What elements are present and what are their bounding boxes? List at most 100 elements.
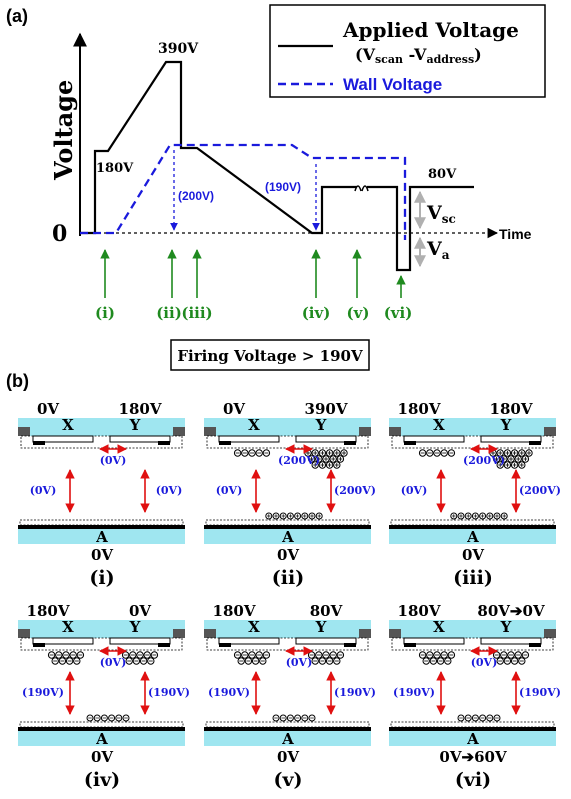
electrode-y (295, 637, 357, 645)
electrode-a-label: A (95, 730, 108, 748)
electrode-y-label: Y (129, 618, 141, 636)
left-voltage-label: (190V) (393, 686, 435, 699)
zero-label: 0 (52, 221, 67, 247)
barrier-rib (173, 427, 185, 436)
bus-electrode-x (219, 643, 231, 647)
address-electrode (389, 525, 556, 529)
annot-200v: (200V) (178, 189, 214, 203)
rear-glass (389, 731, 556, 746)
electrode-x-label: X (62, 618, 74, 636)
electrode-y-label: Y (500, 618, 512, 636)
address-dielectric (205, 721, 370, 728)
right-voltage-label: (200V) (519, 484, 561, 497)
phase-label: (iv) (302, 304, 331, 322)
y-voltage: 0V (129, 602, 151, 620)
x-voltage: 180V (27, 602, 70, 620)
electrode-y-label: Y (500, 416, 512, 434)
address-voltage: 0V (91, 748, 113, 766)
electrode-y (480, 435, 542, 443)
cell-panel: 180V 80V X Y (0V) (190V) (190V) A0V (v) (204, 602, 376, 791)
left-voltage-label: (190V) (22, 686, 64, 699)
wall-voltage-trace (80, 143, 407, 240)
electrode-x-label: X (433, 618, 445, 636)
time-break-icon (354, 185, 369, 192)
front-glass (18, 620, 185, 638)
right-voltage-label: (190V) (148, 686, 190, 699)
applied-voltage-trace-1 (80, 60, 357, 235)
x-voltage: 180V (398, 400, 441, 418)
firing-voltage-box (170, 339, 370, 371)
x-voltage: 180V (213, 602, 256, 620)
rear-glass (18, 731, 185, 746)
annot-190v: (190V) (265, 180, 301, 194)
address-voltage: 0V (462, 546, 484, 564)
phase-markers: (i) (ii) (iii) (iv) (v) (vi) (95, 249, 412, 322)
panel-step-label: (v) (273, 769, 302, 791)
panel-label-a: (a) (6, 6, 28, 26)
legend-applied-label: Applied Voltage (342, 18, 519, 42)
panel-step-label: (i) (89, 567, 114, 589)
electrode-a-label: A (466, 730, 479, 748)
legend-wall-label: Wall Voltage (343, 75, 442, 94)
front-glass (389, 620, 556, 638)
x-voltage: 0V (223, 400, 245, 418)
firing-voltage-label: Firing Voltage > 190V (177, 347, 363, 365)
electrode-x (32, 637, 94, 645)
annot-390v: 390V (158, 41, 199, 57)
electrode-y-label: Y (129, 416, 141, 434)
left-voltage-label: (190V) (208, 686, 250, 699)
bus-electrode-y (158, 643, 170, 647)
y-voltage: 80V➔0V (477, 602, 545, 620)
rear-glass (389, 529, 556, 544)
front-glass (204, 418, 371, 436)
electrode-y-label: Y (315, 618, 327, 636)
barrier-rib (173, 629, 185, 638)
electrode-x (218, 637, 280, 645)
address-dielectric (205, 519, 370, 526)
electrode-a-label: A (95, 528, 108, 546)
bus-electrode-y (158, 441, 170, 445)
electrode-x (218, 435, 280, 443)
panel-step-label: (ii) (272, 567, 304, 589)
annot-80v: 80V (428, 167, 457, 182)
x-voltage: 0V (37, 400, 59, 418)
left-voltage-label: (0V) (216, 484, 243, 497)
gap-voltage-label: (0V) (471, 656, 498, 669)
panel-label-b: (b) (6, 371, 29, 391)
electrode-y (480, 637, 542, 645)
va-label: Va (426, 238, 450, 262)
bus-electrode-y (529, 441, 541, 445)
y-voltage: 180V (490, 400, 533, 418)
barrier-rib (544, 629, 556, 638)
gap-voltage-label: (0V) (100, 656, 127, 669)
gap-voltage-label: (200V) (278, 454, 320, 467)
annot-180v: 180V (96, 161, 134, 176)
bus-electrode-y (344, 643, 356, 647)
front-glass (204, 620, 371, 638)
left-voltage-label: (0V) (30, 484, 57, 497)
rear-glass (204, 731, 371, 746)
barrier-rib (359, 629, 371, 638)
electrode-a-label: A (466, 528, 479, 546)
vsc-label: Vsc (426, 202, 456, 226)
left-voltage-label: (0V) (401, 484, 428, 497)
address-electrode (204, 727, 371, 731)
y-voltage: 390V (305, 400, 348, 418)
y-axis-label: Voltage (49, 80, 78, 181)
electrode-x-label: X (248, 618, 260, 636)
panel-step-label: (iv) (84, 769, 120, 791)
electrode-y-label: Y (315, 416, 327, 434)
applied-voltage-trace-2 (367, 185, 474, 272)
address-dielectric (19, 721, 184, 728)
address-dielectric (19, 519, 184, 526)
bus-electrode-x (404, 441, 416, 445)
address-dielectric (390, 519, 555, 526)
electrode-y (295, 435, 357, 443)
electrode-x-label: X (433, 416, 445, 434)
electrode-x (32, 435, 94, 443)
right-voltage-label: (190V) (334, 686, 376, 699)
bus-electrode-y (344, 441, 356, 445)
